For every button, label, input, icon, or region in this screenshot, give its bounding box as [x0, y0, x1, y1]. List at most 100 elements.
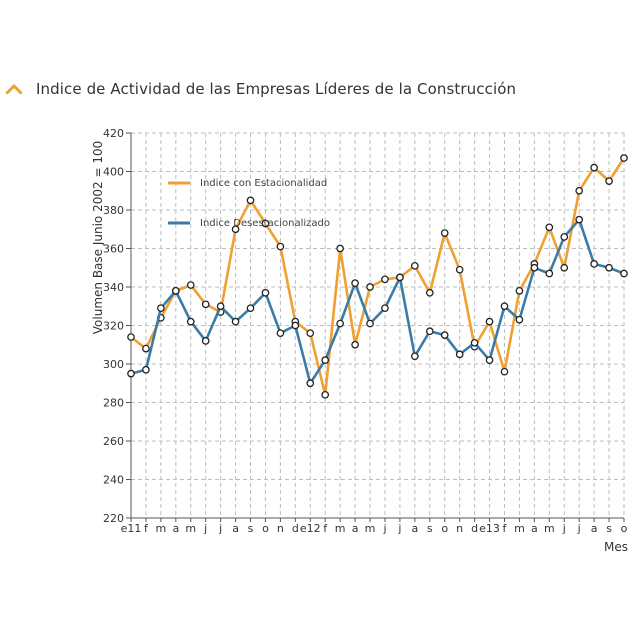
chevron-up-icon: [6, 84, 22, 94]
data-point: [396, 273, 404, 282]
data-point: [440, 331, 449, 339]
data-point: [201, 337, 210, 345]
data-point: [366, 283, 374, 291]
data-point: [470, 338, 479, 347]
y-axis-title: Volumen Base Junio 2002 = 100: [91, 141, 105, 334]
x-tick-label: s: [248, 522, 254, 535]
data-point: [157, 304, 165, 313]
x-tick-label: o: [262, 522, 269, 535]
data-point: [605, 263, 613, 272]
y-tick-label: 260: [103, 435, 124, 448]
data-point: [321, 356, 330, 364]
series: [127, 154, 628, 399]
x-tick-label: n: [456, 522, 463, 535]
data-point: [410, 261, 419, 270]
x-tick-label: o: [441, 522, 448, 535]
x-tick-label: m: [335, 522, 346, 535]
x-tick-label: a: [232, 522, 239, 535]
data-point: [276, 242, 285, 251]
data-point: [306, 379, 315, 388]
data-point: [515, 286, 524, 295]
data-point: [366, 319, 374, 328]
data-point: [590, 260, 598, 268]
x-tick-label: j: [218, 522, 222, 535]
x-tick-label: o: [621, 522, 628, 535]
data-point: [560, 233, 569, 241]
axes: Volumen Base Junio 2002 = 100 Mes 220 240…: [91, 127, 628, 554]
data-point: [142, 344, 150, 353]
data-point: [186, 317, 195, 326]
x-tick-label: a: [591, 522, 598, 535]
data-point: [575, 215, 584, 224]
data-point: [276, 329, 285, 338]
data-point: [485, 356, 494, 364]
data-point: [605, 177, 613, 185]
data-point: [321, 390, 330, 399]
data-point: [306, 329, 315, 338]
y-tick-label: 220: [103, 512, 124, 525]
data-point: [545, 269, 554, 278]
chart-title-row: Indice de Actividad de las Empresas Líde…: [6, 78, 516, 100]
data-point: [575, 186, 584, 195]
x-tick-label: m: [365, 522, 376, 535]
x-tick-label: e12: [300, 522, 321, 535]
y-tick-label: 320: [103, 320, 124, 333]
data-point: [410, 352, 419, 361]
data-point: [231, 225, 240, 234]
y-tick-label: 420: [103, 127, 124, 140]
data-point: [381, 275, 389, 284]
x-tick-label: a: [172, 522, 179, 535]
x-tick-label: d: [471, 522, 478, 535]
x-tick-label: a: [531, 522, 538, 535]
x-tick-label: m: [514, 522, 525, 535]
x-tick-label: s: [427, 522, 433, 535]
data-point: [545, 223, 554, 232]
data-point: [530, 263, 539, 272]
x-tick-label: e11: [121, 522, 142, 535]
data-point: [425, 288, 434, 297]
data-point: [620, 154, 628, 162]
y-tick-label: 340: [103, 281, 124, 294]
x-axis-title: Mes: [604, 540, 628, 554]
x-tick-label: f: [503, 522, 508, 535]
data-point: [291, 321, 300, 330]
data-point: [351, 279, 359, 287]
y-tick-label: 380: [103, 204, 124, 217]
series-line-0: [130, 157, 626, 397]
data-point: [351, 340, 359, 349]
data-point: [440, 229, 449, 237]
x-tick-label: d: [292, 522, 299, 535]
series-line-1: [130, 218, 625, 385]
x-tick-label: j: [382, 522, 386, 535]
data-point: [261, 288, 270, 297]
x-tick-label: j: [203, 522, 207, 535]
x-tick-label: j: [577, 522, 581, 535]
data-point: [171, 286, 180, 295]
data-point: [336, 319, 345, 328]
data-point: [216, 302, 225, 311]
chart-title: Indice de Actividad de las Empresas Líde…: [36, 80, 517, 98]
data-point: [261, 219, 270, 228]
x-tick-label: m: [544, 522, 555, 535]
legend-label-estacionalidad: Indice con Estacionalidad: [200, 178, 327, 189]
data-point: [620, 269, 628, 278]
data-point: [455, 265, 464, 274]
y-tick-label: 240: [103, 474, 124, 487]
x-tick-label: m: [156, 522, 167, 535]
x-tick-label: a: [352, 522, 359, 535]
data-point: [127, 333, 135, 341]
x-tick-label: f: [323, 522, 328, 535]
x-tick-label: e13: [479, 522, 500, 535]
x-tick-label: j: [562, 522, 566, 535]
x-tick-label: n: [277, 522, 284, 535]
data-point: [590, 163, 598, 172]
data-point: [142, 365, 150, 374]
data-point: [201, 300, 210, 309]
data-point: [186, 281, 195, 289]
data-point: [515, 315, 524, 324]
data-point: [246, 304, 255, 313]
data-point: [425, 327, 434, 336]
data-point: [500, 367, 509, 376]
data-point: [231, 317, 240, 326]
